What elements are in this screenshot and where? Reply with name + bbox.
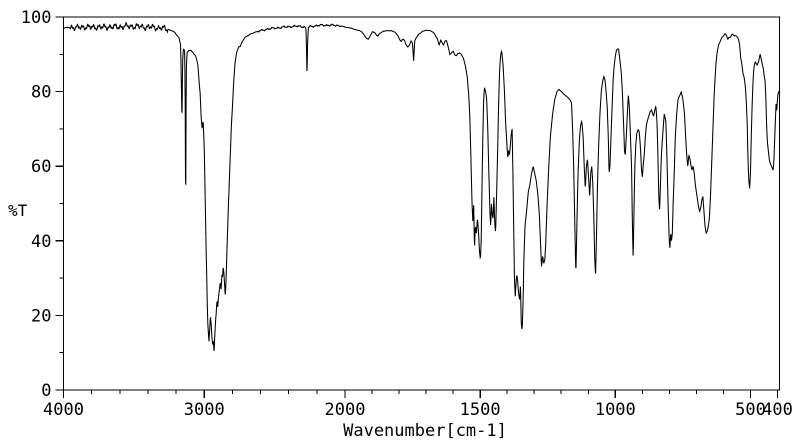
spectrum-line (63, 21, 780, 352)
y-tick-label: 0 (41, 381, 51, 401)
y-axis-label: %T (8, 201, 28, 220)
x-tick-label: 1500 (460, 400, 501, 420)
x-tick-label: 3000 (184, 400, 225, 420)
y-tick-label: 40 (31, 232, 51, 252)
plot-border (62, 16, 781, 391)
x-tick-label: 500 (735, 400, 766, 420)
x-tick-label: 2000 (325, 400, 366, 420)
y-tick-label: 20 (31, 306, 51, 326)
x-tick-label: 1000 (595, 400, 636, 420)
y-tick-label: 100 (21, 8, 52, 28)
spectrum-trace (63, 21, 780, 352)
y-tick-label: 80 (31, 83, 51, 103)
x-axis-title: Wavenumber[cm-1] (343, 421, 507, 441)
x-tick-label: 4000 (43, 400, 84, 420)
x-tick-label: 400 (762, 400, 793, 420)
y-tick-label: 60 (31, 157, 51, 177)
